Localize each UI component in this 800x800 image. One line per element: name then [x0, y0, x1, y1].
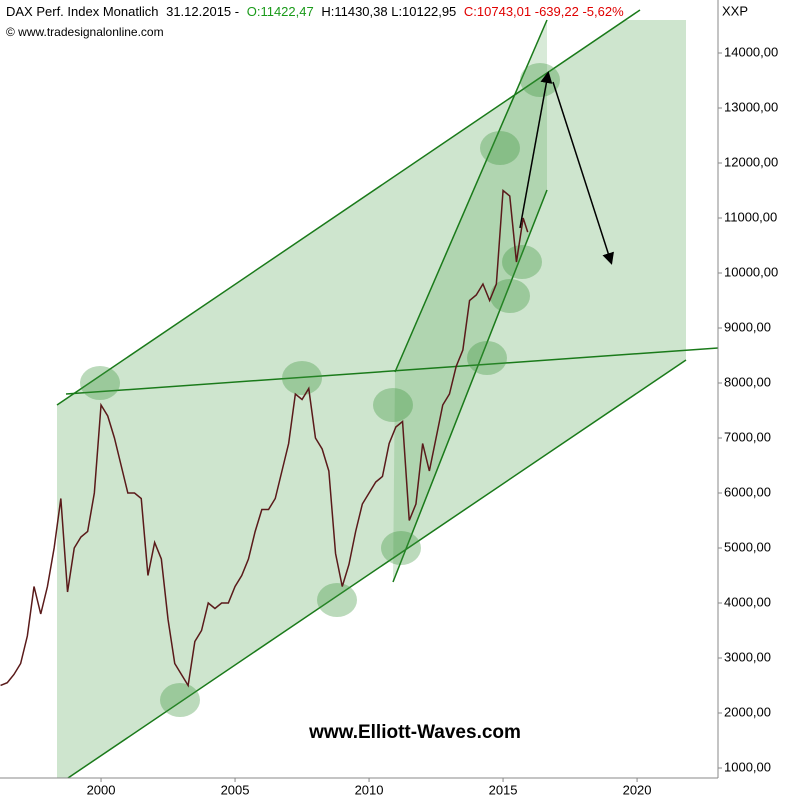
price-line — [0, 188, 529, 688]
y-tick-label: 11000,00 — [724, 209, 777, 224]
date: 31.12.2015 - — [166, 4, 240, 19]
title: DAX Perf. Index Monatlich — [6, 4, 159, 19]
highlight — [520, 63, 560, 97]
y-tick-label: 4000,00 — [724, 594, 771, 609]
watermark: www.Elliott-Waves.com — [308, 722, 521, 743]
arrow — [519, 71, 553, 229]
y-tick-label: 7000,00 — [724, 429, 771, 444]
steep-lower — [392, 189, 548, 583]
y-tick-label: 2000,00 — [724, 704, 771, 719]
highlight — [160, 683, 200, 717]
x-tick-label: 2000 — [87, 782, 116, 797]
highlight — [373, 388, 413, 422]
y-tick-label: 5000,00 — [724, 539, 771, 554]
y-axis-label: XXP — [722, 3, 748, 18]
highlight — [480, 131, 520, 165]
steep-upper — [394, 19, 548, 373]
highlight — [381, 531, 421, 565]
highlight — [467, 341, 507, 375]
highlight — [490, 279, 530, 313]
close-change: C:10743,01 -639,22 -5,62% — [463, 4, 624, 19]
high-low: H:11430,38 L:10122,95 — [321, 4, 457, 19]
x-tick-label: 2015 — [489, 782, 518, 797]
y-tick-label: 3000,00 — [724, 649, 771, 664]
arrow — [552, 81, 614, 265]
y-tick-label: 1000,00 — [724, 759, 771, 774]
open: O:11422,47 — [246, 4, 314, 19]
highlight — [282, 361, 322, 395]
highlight — [80, 366, 120, 400]
channel-fill — [57, 20, 686, 778]
y-tick-label: 6000,00 — [724, 484, 771, 499]
x-tick-label: 2005 — [221, 782, 250, 797]
y-tick-label: 8000,00 — [724, 374, 771, 389]
channel-lower — [67, 359, 687, 779]
resistance-line — [65, 347, 719, 395]
y-tick-label: 13000,00 — [724, 99, 778, 114]
y-tick-label: 12000,00 — [724, 154, 778, 169]
header: DAX Perf. Index Monatlich 31.12.2015 - O… — [6, 4, 628, 19]
drawing-tools — [56, 9, 719, 779]
y-tick-label: 14000,00 — [724, 44, 778, 59]
y-tick-label: 9000,00 — [724, 319, 771, 334]
source: © www.tradesignalonline.com — [6, 25, 164, 39]
highlight — [502, 245, 542, 279]
highlight — [317, 583, 357, 617]
x-tick-label: 2020 — [623, 782, 652, 797]
x-tick-label: 2010 — [355, 782, 384, 797]
y-tick-label: 10000,00 — [724, 264, 778, 279]
highlights — [80, 63, 560, 717]
